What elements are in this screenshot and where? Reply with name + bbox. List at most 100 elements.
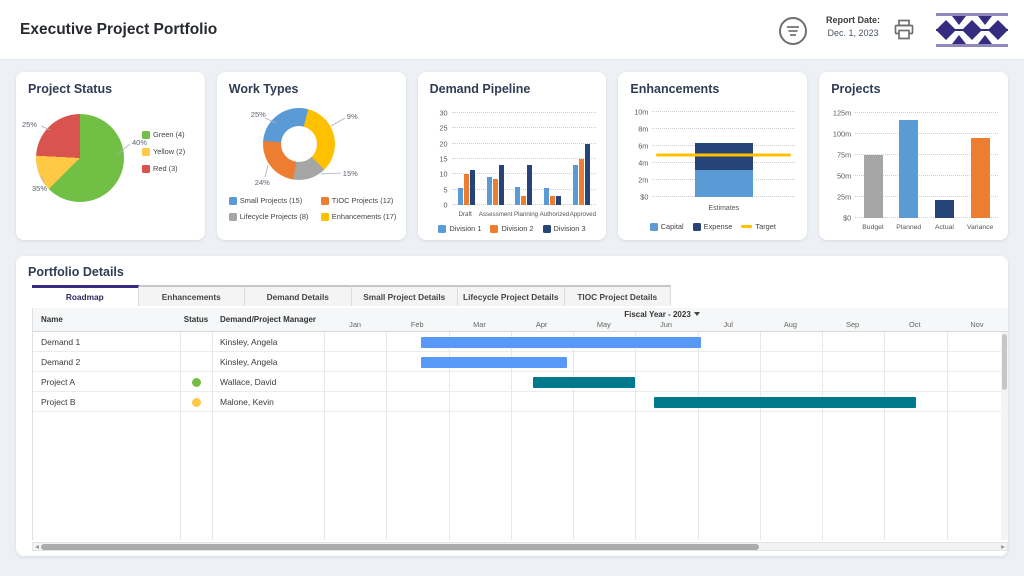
vertical-scrollbar[interactable] xyxy=(1001,332,1008,540)
company-logo-icon xyxy=(936,13,1008,47)
month-gridline xyxy=(822,332,824,540)
bar-group-approved xyxy=(567,113,596,205)
x-axis-label-planned: Planned xyxy=(896,224,922,231)
bar-planning-division-3[interactable] xyxy=(527,165,533,205)
legend-label: Division 1 xyxy=(449,224,482,233)
month-header-mar: Mar xyxy=(473,320,486,329)
table-header: Name Status Demand/Project Manager Fisca… xyxy=(33,308,1008,332)
y-axis-tick: 0 xyxy=(443,200,448,210)
bar-approved-division-3[interactable] xyxy=(585,143,591,205)
x-axis-label-draft: Draft xyxy=(458,211,472,218)
gridline xyxy=(855,196,998,197)
month-header-aug: Aug xyxy=(783,320,797,329)
y-axis-tick: 6m xyxy=(638,141,649,151)
print-button[interactable] xyxy=(891,17,917,43)
gantt-bar-project-a[interactable] xyxy=(532,376,636,388)
bar-approved-division-2[interactable] xyxy=(579,159,585,205)
bar-assessment-division-2[interactable] xyxy=(492,178,498,205)
donut-callout-enhancements: 9% xyxy=(346,112,358,121)
month-gridline xyxy=(573,332,575,540)
y-axis-tick: 10 xyxy=(439,169,448,179)
legend-item-lifecycle-projects-8: Lifecycle Projects (8) xyxy=(228,212,321,221)
tab-lifecycle-project-details[interactable]: Lifecycle Project Details xyxy=(458,285,565,306)
bar-planning-division-2[interactable] xyxy=(521,195,527,205)
tab-roadmap[interactable]: Roadmap xyxy=(32,285,139,306)
target-line[interactable] xyxy=(656,153,792,156)
y-axis-tick: 20 xyxy=(439,139,448,149)
month-header-jun: Jun xyxy=(660,320,672,329)
scroll-right-arrow-icon[interactable] xyxy=(1001,544,1005,549)
fiscal-year-dropdown[interactable]: Fiscal Year - 2023 xyxy=(324,308,1000,320)
column-header-manager: Demand/Project Manager xyxy=(220,315,317,324)
legend-item-division-1: Division 1 xyxy=(438,224,481,233)
column-header-status: Status xyxy=(183,315,209,324)
bar-budget[interactable] xyxy=(863,155,883,218)
row-status-cell xyxy=(180,392,212,412)
table-row-demand-2[interactable]: Demand 2 Kinsley, Angela xyxy=(33,352,1008,372)
gantt-bar-demand-2[interactable] xyxy=(420,356,567,368)
bar-variance[interactable] xyxy=(970,138,990,218)
y-axis-tick: 4m xyxy=(638,158,649,168)
work-types-donut[interactable] xyxy=(262,108,335,180)
bar-draft-division-1[interactable] xyxy=(457,188,463,205)
card-title: Enhancements xyxy=(630,82,720,96)
section-title: Portfolio Details xyxy=(28,265,124,279)
projects-plot: 125m 100m 75m 50m 25m $0 xyxy=(833,109,998,223)
donut-callout-small-projects: 25% xyxy=(250,110,266,119)
card-work-types: Work Types 25% 9% 15% 24% Small Projects… xyxy=(216,72,406,240)
fiscal-year-label: Fiscal Year - 2023 xyxy=(624,309,691,319)
month-gridline xyxy=(697,332,699,540)
gridline xyxy=(855,217,998,218)
table-row-project-a[interactable]: Project A Wallace, David xyxy=(33,372,1008,392)
legend-item-green-4: Green (4) xyxy=(142,130,185,139)
gridline xyxy=(451,188,597,190)
bar-actual[interactable] xyxy=(934,199,954,218)
roadmap-table: Name Status Demand/Project Manager Fisca… xyxy=(32,308,1008,540)
stack-segment-expense[interactable] xyxy=(694,142,753,170)
column-separator xyxy=(212,332,213,540)
bar-approved-division-1[interactable] xyxy=(573,165,579,205)
tab-enhancements[interactable]: Enhancements xyxy=(138,285,245,306)
month-header-feb: Feb xyxy=(410,320,424,329)
tab-demand-details[interactable]: Demand Details xyxy=(245,285,352,306)
bar-authorized-division-1[interactable] xyxy=(544,188,550,205)
month-gridline xyxy=(448,332,450,540)
horizontal-scrollbar-thumb[interactable] xyxy=(41,543,759,550)
project-status-pie[interactable] xyxy=(36,114,124,202)
gridline xyxy=(855,133,998,134)
gridline xyxy=(652,111,796,112)
tab-tioc-project-details[interactable]: TIOC Project Details xyxy=(564,285,671,306)
table-row-demand-1[interactable]: Demand 1 Kinsley, Angela xyxy=(33,332,1008,352)
gantt-bar-demand-1[interactable] xyxy=(420,336,701,348)
bar-assessment-division-3[interactable] xyxy=(498,165,504,205)
scroll-left-arrow-icon[interactable] xyxy=(35,544,39,549)
y-axis-tick: 15 xyxy=(439,154,448,164)
gridline xyxy=(855,154,998,155)
bar-assessment-division-1[interactable] xyxy=(486,177,492,205)
column-header-name: Name xyxy=(41,315,63,324)
card-enhancements: Enhancements 10m 8m 6m 4m 2m $0 Estimates Cap… xyxy=(618,72,808,240)
bar-draft-division-2[interactable] xyxy=(463,174,469,205)
legend-item-division-3: Division 3 xyxy=(542,224,586,233)
donut-callout-tioc: 24% xyxy=(254,178,270,187)
x-axis-label-assessment: Assessment xyxy=(478,211,513,218)
stack-segment-capital[interactable] xyxy=(694,169,753,197)
card-projects: Projects 125m 100m 75m 50m 25m $0 Budget Plann… xyxy=(819,72,1008,240)
legend-label: Green (4) xyxy=(153,130,185,139)
vertical-scrollbar-thumb[interactable] xyxy=(1002,334,1007,390)
bar-authorized-division-3[interactable] xyxy=(556,195,562,205)
horizontal-scrollbar[interactable] xyxy=(32,542,1008,551)
y-axis-tick: 100m xyxy=(832,129,852,139)
bar-draft-division-3[interactable] xyxy=(469,169,475,205)
table-row-project-b[interactable]: Project B Malone, Kevin xyxy=(33,392,1008,412)
gantt-bar-project-b[interactable] xyxy=(654,396,916,408)
pie-callout-yellow: 35% xyxy=(32,184,48,193)
y-axis-tick: $0 xyxy=(640,192,649,202)
filter-button[interactable] xyxy=(777,15,809,47)
legend-swatch xyxy=(692,222,701,231)
bar-planned[interactable] xyxy=(899,119,919,218)
bar-authorized-division-2[interactable] xyxy=(550,195,556,205)
donut-hole xyxy=(280,126,317,162)
bar-planning-division-1[interactable] xyxy=(515,186,521,205)
tab-small-project-details[interactable]: Small Project Details xyxy=(351,285,458,306)
